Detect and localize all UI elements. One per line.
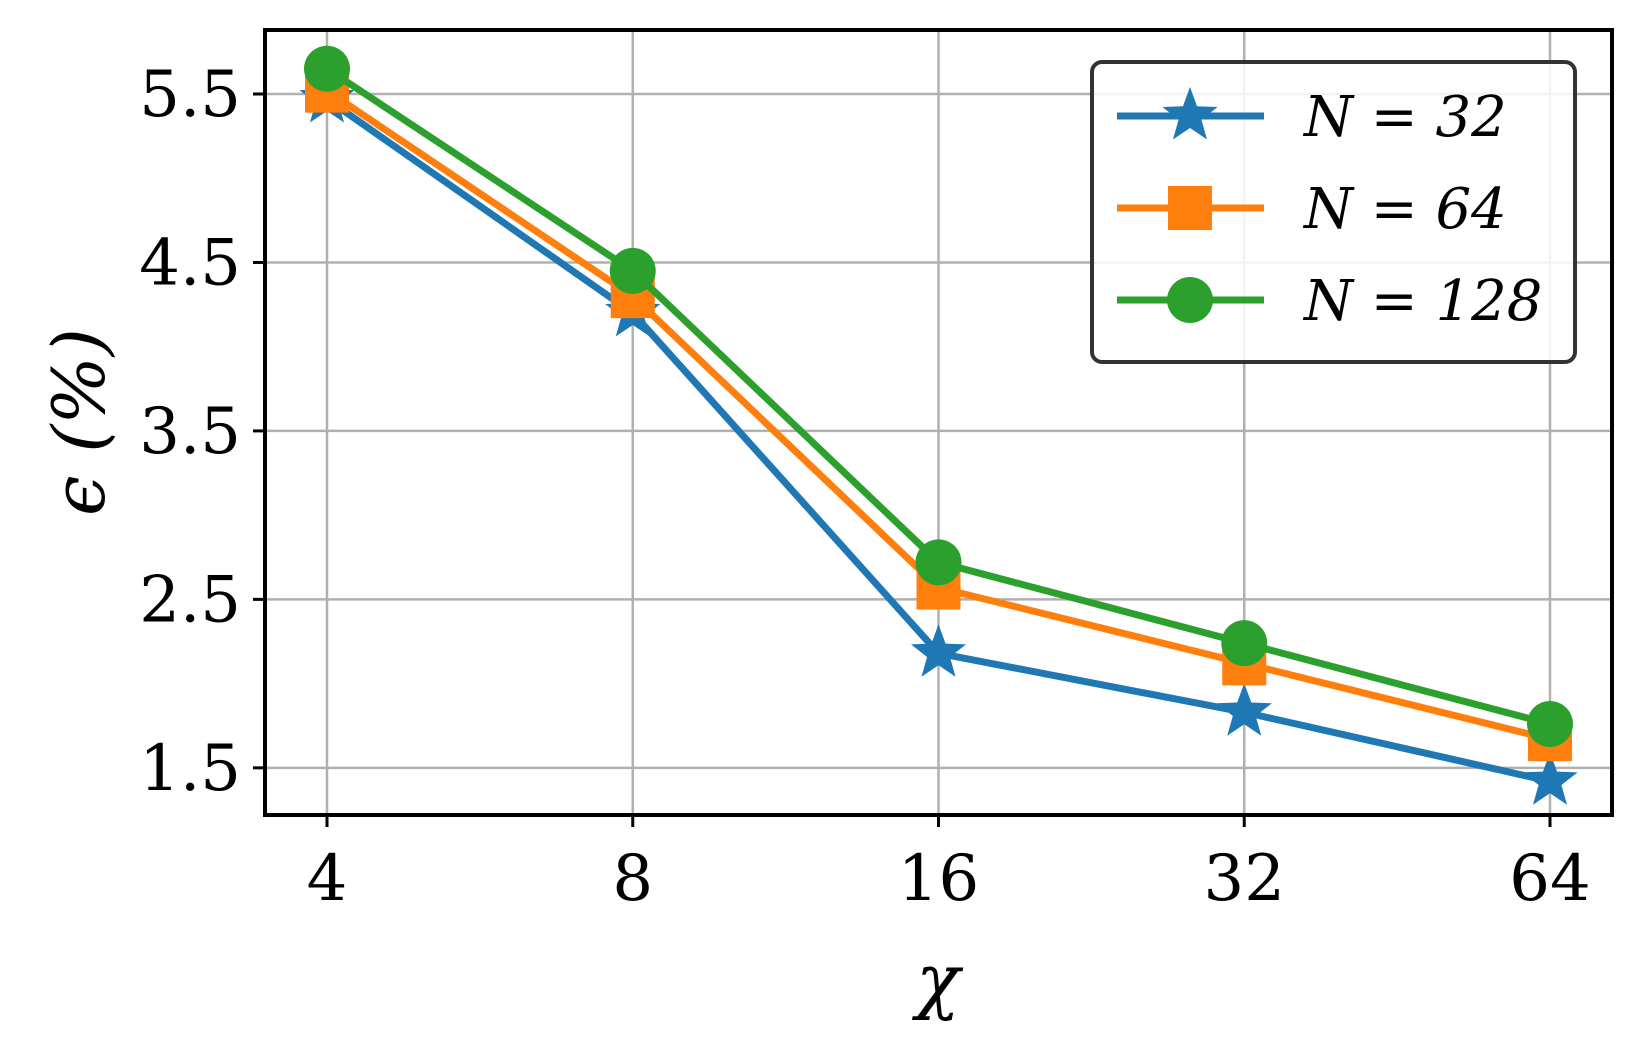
x-axis-title: χ [911,938,964,1022]
data-point-circle [609,247,656,294]
y-axis-title: ϵ (%) [37,328,121,516]
legend-label: N = 64 [1302,177,1507,242]
legend-marker-star [1162,87,1218,140]
x-tick-label: 4 [307,842,348,916]
data-point-circle [304,45,350,92]
legend-marker-circle [1167,277,1213,323]
data-point-circle [1221,620,1268,667]
x-tick-label: 32 [1204,842,1285,916]
legend-item: N = 32 [1117,85,1507,150]
y-tick-label: 4.5 [139,226,241,300]
data-point-star [1216,683,1272,736]
y-tick-label: 3.5 [139,395,241,469]
series-layer [299,45,1578,805]
legend-box [1090,60,1577,364]
legend-marker-square [1168,186,1212,230]
x-tick-label: 64 [1509,842,1590,916]
x-tick-label: 16 [898,842,979,916]
x-tick-label: 8 [612,842,653,916]
legend-item: N = 128 [1117,269,1542,334]
data-point-star [1522,752,1578,805]
y-tick-label: 5.5 [139,58,241,132]
legend-label: N = 128 [1302,269,1542,334]
data-point-circle [915,539,962,586]
y-tick-label: 2.5 [139,563,241,637]
series-3 [304,45,1573,748]
legend-label: N = 32 [1302,85,1507,150]
data-point-circle [1527,701,1573,748]
data-point-star [910,624,967,677]
legend-item: N = 64 [1117,177,1507,242]
legend: N = 32 N = 64 N = 128 [1090,60,1577,364]
y-tick-label: 1.5 [139,732,241,806]
tick-layer: 4 8 16 32 64 1.5 2.5 3.5 4.5 5.5 [139,58,1591,916]
